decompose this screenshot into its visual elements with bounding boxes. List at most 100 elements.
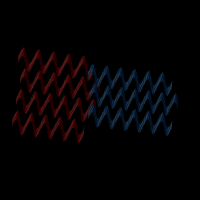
Polygon shape (38, 104, 40, 114)
Polygon shape (67, 54, 69, 63)
Polygon shape (133, 69, 135, 78)
Polygon shape (118, 88, 120, 98)
Polygon shape (146, 91, 148, 100)
Polygon shape (36, 71, 38, 82)
Polygon shape (115, 96, 117, 106)
Polygon shape (64, 132, 66, 141)
Polygon shape (142, 118, 144, 128)
Polygon shape (110, 95, 112, 106)
Polygon shape (28, 100, 30, 111)
Polygon shape (83, 77, 84, 86)
Polygon shape (107, 85, 108, 94)
Polygon shape (86, 92, 88, 101)
Polygon shape (134, 89, 135, 98)
Polygon shape (162, 73, 163, 82)
Polygon shape (63, 59, 65, 70)
Polygon shape (63, 132, 65, 141)
Polygon shape (44, 86, 46, 95)
Polygon shape (55, 57, 57, 68)
Polygon shape (84, 80, 85, 90)
Polygon shape (64, 57, 66, 67)
Polygon shape (28, 82, 30, 92)
Polygon shape (162, 113, 164, 123)
Polygon shape (113, 99, 115, 109)
Polygon shape (14, 112, 16, 122)
Polygon shape (151, 102, 153, 112)
Polygon shape (136, 116, 138, 127)
Polygon shape (72, 69, 74, 79)
Polygon shape (98, 81, 100, 92)
Polygon shape (137, 118, 138, 129)
Polygon shape (36, 50, 38, 60)
Polygon shape (70, 57, 71, 68)
Polygon shape (104, 66, 106, 76)
Polygon shape (109, 75, 111, 86)
Polygon shape (94, 101, 95, 111)
Polygon shape (78, 134, 80, 143)
Polygon shape (107, 66, 108, 76)
Polygon shape (21, 126, 23, 135)
Polygon shape (61, 122, 63, 133)
Polygon shape (62, 129, 64, 140)
Polygon shape (59, 100, 61, 111)
Polygon shape (95, 114, 97, 124)
Polygon shape (128, 76, 130, 87)
Polygon shape (43, 86, 45, 95)
Polygon shape (56, 82, 58, 93)
Polygon shape (125, 82, 127, 91)
Polygon shape (164, 120, 166, 131)
Polygon shape (61, 120, 62, 131)
Polygon shape (50, 95, 52, 105)
Polygon shape (93, 105, 95, 116)
Polygon shape (151, 100, 152, 111)
Polygon shape (100, 97, 102, 107)
Polygon shape (97, 119, 99, 127)
Polygon shape (98, 118, 100, 127)
Polygon shape (162, 73, 164, 83)
Polygon shape (94, 107, 95, 118)
Polygon shape (57, 105, 59, 115)
Polygon shape (170, 121, 172, 132)
Polygon shape (118, 108, 120, 117)
Polygon shape (89, 102, 91, 113)
Polygon shape (143, 115, 145, 126)
Polygon shape (88, 104, 90, 115)
Polygon shape (149, 92, 150, 102)
Polygon shape (107, 67, 109, 77)
Polygon shape (104, 88, 106, 99)
Polygon shape (48, 93, 50, 102)
Polygon shape (39, 51, 41, 61)
Polygon shape (56, 64, 58, 75)
Polygon shape (39, 107, 41, 116)
Polygon shape (146, 71, 148, 81)
Polygon shape (103, 107, 106, 117)
Polygon shape (40, 120, 42, 131)
Polygon shape (92, 99, 94, 108)
Polygon shape (71, 87, 73, 97)
Polygon shape (120, 87, 122, 96)
Polygon shape (86, 108, 88, 119)
Polygon shape (76, 83, 79, 94)
Polygon shape (85, 59, 86, 70)
Polygon shape (121, 109, 123, 119)
Polygon shape (76, 124, 77, 135)
Polygon shape (31, 82, 33, 92)
Polygon shape (22, 92, 24, 103)
Polygon shape (84, 57, 86, 68)
Polygon shape (126, 81, 128, 91)
Polygon shape (27, 62, 28, 72)
Polygon shape (150, 98, 152, 109)
Polygon shape (73, 119, 75, 128)
Polygon shape (149, 72, 150, 82)
Polygon shape (21, 71, 23, 82)
Polygon shape (51, 96, 53, 107)
Polygon shape (78, 97, 80, 106)
Polygon shape (86, 66, 88, 77)
Polygon shape (93, 100, 95, 109)
Polygon shape (24, 49, 26, 59)
Polygon shape (108, 109, 109, 120)
Polygon shape (20, 123, 21, 134)
Polygon shape (73, 102, 76, 113)
Polygon shape (59, 117, 61, 126)
Polygon shape (175, 94, 177, 104)
